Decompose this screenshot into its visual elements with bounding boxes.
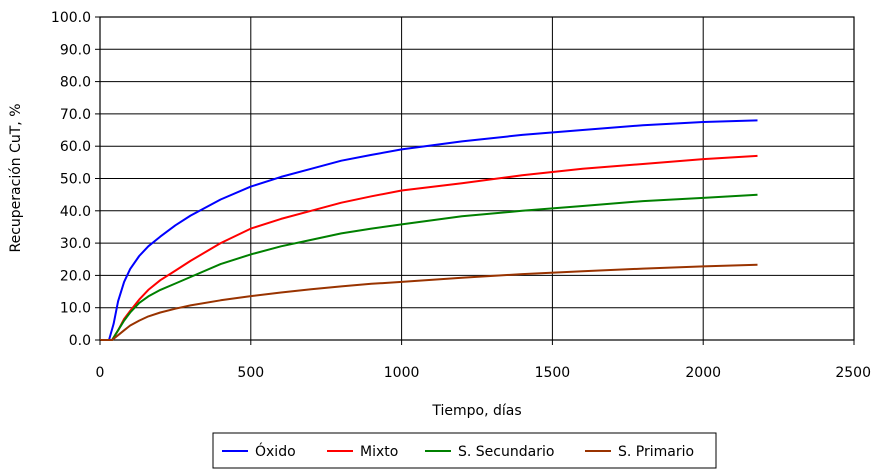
y-tick-label: 100.0 [51, 10, 91, 26]
y-tick-label: 60.0 [60, 139, 91, 155]
legend-box [212, 432, 717, 469]
series-line-3 [100, 263, 758, 341]
y-axis-ticks: 0.0 10.0 20.0 30.0 40.0 50.0 60.0 70.0 80.0 90.0 1… [51, 10, 100, 349]
y-tick-label: 0.0 [69, 333, 91, 349]
series-line-0 [100, 119, 758, 341]
series-line-2 [100, 193, 758, 341]
series-lines [100, 119, 758, 341]
y-axis-title: Recuperación CuT, % [8, 104, 24, 253]
x-tick-label: 500 [237, 365, 264, 381]
y-tick-label: 90.0 [60, 42, 91, 58]
x-tick-label: 1500 [535, 365, 571, 381]
grid-lines [99, 16, 855, 341]
legend: Óxido Mixto S. Secundario S. Primario [212, 432, 717, 469]
x-tick-label: 2500 [835, 365, 871, 381]
legend-label-0: Óxido [255, 442, 296, 460]
x-tick-label: 1000 [384, 365, 420, 381]
y-tick-label: 80.0 [60, 75, 91, 91]
x-axis-ticks: 0 500 1000 1500 2000 2500 [96, 340, 871, 381]
y-tick-label: 40.0 [60, 204, 91, 220]
legend-label-3: S. Primario [618, 444, 694, 460]
y-tick-label: 20.0 [60, 268, 91, 284]
legend-label-1: Mixto [360, 444, 398, 460]
x-axis-title: Tiempo, días [431, 403, 521, 419]
series-line-1 [100, 154, 758, 341]
x-tick-label: 0 [96, 365, 105, 381]
legend-label-2: S. Secundario [458, 444, 554, 460]
y-tick-label: 30.0 [60, 236, 91, 252]
y-tick-label: 50.0 [60, 172, 91, 188]
y-tick-label: 10.0 [60, 301, 91, 317]
x-tick-label: 2000 [685, 365, 721, 381]
y-tick-label: 70.0 [60, 107, 91, 123]
